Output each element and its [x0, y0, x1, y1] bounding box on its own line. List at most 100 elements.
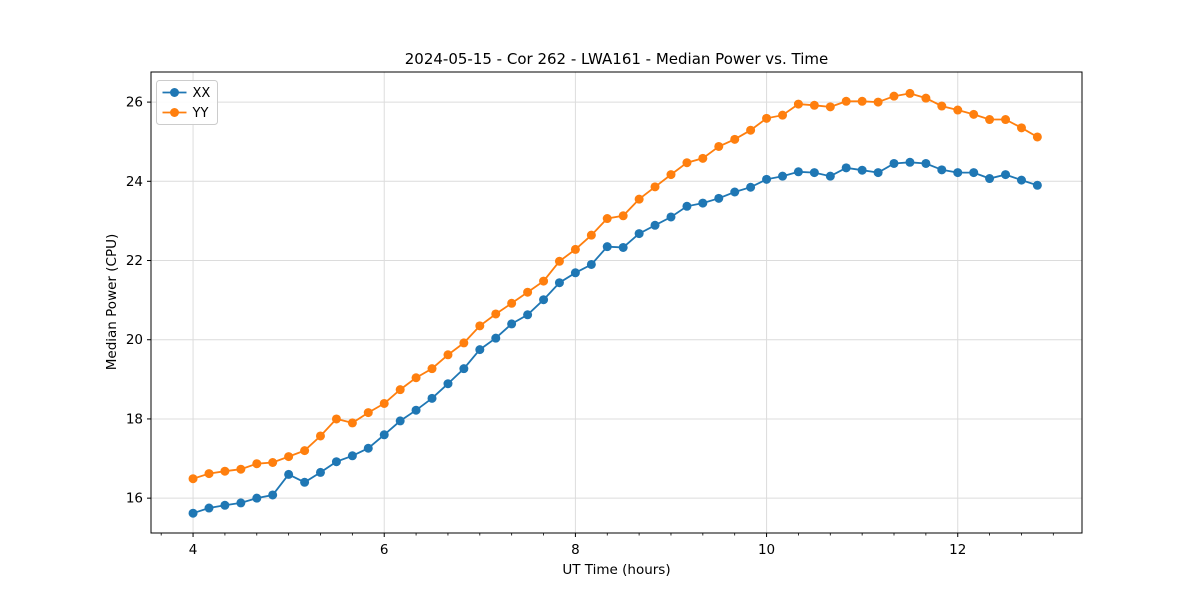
data-point — [427, 364, 437, 374]
y-tick-label: 26 — [126, 95, 143, 111]
series-xx — [188, 157, 1042, 518]
legend-label: XX — [193, 86, 211, 101]
data-point — [395, 385, 405, 395]
data-point — [236, 464, 246, 474]
data-point — [411, 405, 421, 415]
series-yy-line — [192, 92, 1038, 480]
x-axis-label: UT Time (hours) — [562, 562, 671, 578]
plot-border — [150, 71, 1083, 534]
data-point — [889, 158, 899, 168]
data-point — [1001, 170, 1011, 180]
data-point — [873, 168, 883, 178]
data-point — [730, 134, 740, 144]
data-point — [300, 446, 310, 456]
data-point — [634, 229, 644, 239]
data-point — [1032, 132, 1042, 142]
data-point — [395, 416, 405, 426]
data-point — [475, 321, 485, 331]
data-point — [634, 194, 644, 204]
data-point — [331, 457, 341, 467]
data-point — [459, 338, 469, 348]
data-point — [220, 500, 230, 510]
data-point — [969, 168, 979, 178]
data-point — [411, 373, 421, 383]
data-point — [443, 350, 453, 360]
data-point — [682, 201, 692, 211]
data-point — [443, 379, 453, 389]
data-point — [714, 141, 724, 151]
y-axis-label: Median Power (CPU) — [104, 233, 120, 371]
legend: XX YY — [156, 80, 218, 125]
data-point — [889, 91, 899, 101]
data-point — [315, 467, 325, 477]
data-point — [746, 125, 756, 135]
data-point — [252, 459, 262, 469]
data-point — [204, 503, 214, 513]
x-tick-label: 8 — [571, 542, 580, 558]
series-yy — [188, 88, 1042, 484]
data-point — [905, 157, 915, 167]
data-point — [1016, 175, 1026, 185]
data-point — [857, 165, 867, 175]
x-tick-label: 4 — [189, 542, 198, 558]
data-point — [666, 170, 676, 180]
data-point — [857, 96, 867, 106]
data-point — [602, 214, 612, 224]
data-point — [698, 153, 708, 163]
data-point — [507, 319, 517, 329]
data-point — [953, 105, 963, 115]
data-point — [985, 174, 995, 184]
data-point — [204, 469, 214, 479]
data-point — [363, 443, 373, 453]
y-tick-label: 22 — [126, 253, 143, 269]
series-xx-line — [192, 161, 1038, 515]
y-tick-label: 24 — [126, 174, 143, 190]
data-point — [746, 182, 756, 192]
data-point — [459, 364, 469, 374]
data-point — [809, 168, 819, 178]
data-point — [1016, 123, 1026, 133]
data-point — [586, 230, 596, 240]
data-point — [730, 187, 740, 197]
data-point — [762, 174, 772, 184]
data-point — [905, 88, 915, 98]
data-point — [523, 287, 533, 297]
data-point — [331, 414, 341, 424]
data-point — [554, 278, 564, 288]
x-tick-label: 10 — [758, 542, 775, 558]
data-point — [666, 212, 676, 222]
data-point — [841, 163, 851, 173]
data-point — [188, 474, 198, 484]
data-point — [698, 198, 708, 208]
data-point — [268, 458, 278, 468]
data-point — [985, 115, 995, 125]
data-point — [539, 295, 549, 305]
data-point — [507, 298, 517, 308]
data-point — [809, 100, 819, 110]
data-point — [682, 158, 692, 168]
data-point — [491, 309, 501, 319]
data-point — [539, 276, 549, 286]
legend-marker — [170, 108, 179, 117]
data-point — [379, 398, 389, 408]
data-point — [347, 418, 357, 428]
grid-lines — [151, 72, 1082, 533]
data-point — [650, 182, 660, 192]
data-point — [937, 101, 947, 111]
legend-label: YY — [192, 106, 209, 121]
data-point — [825, 171, 835, 181]
data-point — [1001, 115, 1011, 125]
y-tick-label: 16 — [126, 491, 143, 507]
data-point — [300, 477, 310, 487]
data-point — [347, 451, 357, 461]
data-point — [363, 408, 373, 418]
data-point — [252, 493, 262, 503]
data-point — [921, 158, 931, 168]
data-point — [220, 466, 230, 476]
data-point — [618, 242, 628, 252]
data-point — [937, 165, 947, 175]
x-tick-label: 12 — [949, 542, 966, 558]
data-point — [921, 93, 931, 103]
